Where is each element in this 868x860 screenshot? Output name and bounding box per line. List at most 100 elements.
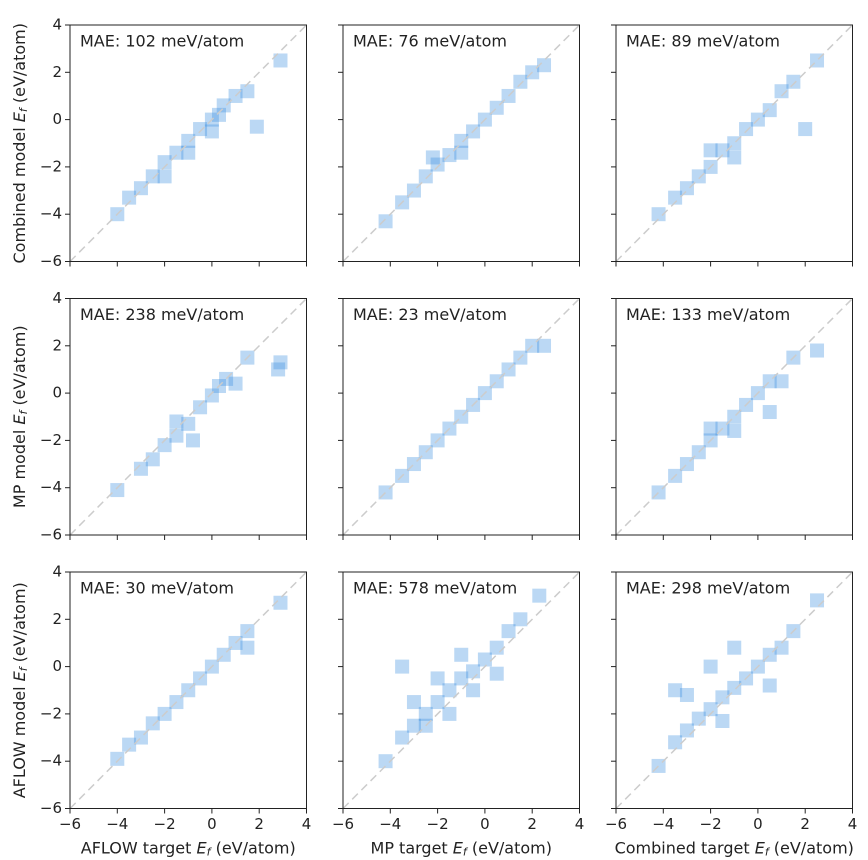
hist-cell (739, 122, 754, 137)
hist-cell (273, 595, 288, 610)
hist-cell (715, 690, 730, 705)
hist-cell (271, 362, 286, 377)
hist-cell (204, 388, 219, 403)
label-text: Combined model (10, 122, 29, 263)
frame (69, 298, 307, 536)
axis-label: MP model Ef (eV/atom) (10, 325, 31, 508)
hist-cell (395, 659, 410, 674)
hist-cell (216, 98, 231, 113)
x-tick-label: −4 (379, 815, 401, 833)
x-tick-label: −6 (605, 815, 627, 833)
axis-label: AFLOW target Ef (eV/atom) (81, 838, 296, 859)
hist-cell (273, 355, 288, 370)
hist-cell (145, 716, 160, 731)
label-symbol: E (10, 670, 29, 681)
hist-cell (430, 695, 445, 710)
annotation: MAE: 298 meV/atom (626, 579, 790, 598)
label-text: Combined target (615, 838, 755, 857)
hist-cell (249, 119, 264, 134)
x-tick-label: −2 (154, 815, 176, 833)
hist-cell (691, 169, 706, 184)
y-tick-label: 0 (52, 110, 62, 128)
hist-cell (668, 735, 683, 750)
hist-cell (454, 647, 469, 662)
reference-line (343, 572, 580, 809)
x-tick-label: −6 (332, 815, 354, 833)
hist-cell (228, 376, 243, 391)
label-subscript: f (463, 846, 469, 859)
label-subscript: f (207, 846, 213, 859)
hist-cell (211, 107, 226, 122)
annotation: MAE: 76 meV/atom (353, 32, 507, 51)
hist-cell (679, 687, 694, 702)
frame (69, 571, 307, 809)
label-unit: (eV/atom) (10, 325, 29, 410)
y-tick-label: 4 (52, 563, 62, 581)
hist-cell (703, 143, 718, 158)
hist-cell (240, 640, 255, 655)
x-tick-label: 0 (207, 815, 217, 833)
frame (69, 24, 307, 262)
x-tick-label: 2 (800, 815, 810, 833)
hist-cell (418, 169, 433, 184)
hist-cell (145, 452, 160, 467)
label-symbol: E (10, 414, 29, 425)
hist-cell (181, 145, 196, 160)
hist-cell (425, 150, 440, 165)
hist-cell (169, 414, 184, 429)
x-tick-label: −4 (106, 815, 128, 833)
hist-cell (193, 400, 208, 415)
hist-cell (145, 169, 160, 184)
x-tick-label: 0 (753, 815, 763, 833)
frame (342, 298, 580, 536)
hist-cell (378, 754, 393, 769)
label-unit: (eV/atom) (10, 582, 29, 667)
hist-cell (110, 751, 125, 766)
label-unit: (eV/atom) (10, 23, 29, 108)
hist-cell (489, 640, 504, 655)
hist-cell (395, 730, 410, 745)
x-tick-label: 2 (527, 815, 537, 833)
hist-cell (466, 683, 481, 698)
label-symbol: E (453, 838, 464, 857)
hist-cell (774, 84, 789, 99)
hist-cell (418, 706, 433, 721)
hist-cell (774, 640, 789, 655)
hist-cell (537, 58, 552, 73)
plot-area (343, 25, 580, 262)
hist-cell (442, 683, 457, 698)
frame (615, 571, 853, 809)
label-subscript: f (17, 665, 30, 671)
hist-cell (204, 124, 219, 139)
reference-line (616, 572, 853, 809)
label-text: MP model (10, 425, 29, 508)
annotation: MAE: 30 meV/atom (80, 579, 234, 598)
hist-cell (679, 181, 694, 196)
plot-area (70, 298, 307, 535)
reference-line (616, 25, 853, 262)
frame (342, 571, 580, 809)
hist-cell (774, 374, 789, 389)
hist-cell (501, 624, 516, 639)
annotation: MAE: 578 meV/atom (353, 579, 517, 598)
hist-cell (727, 150, 742, 165)
y-tick-label: 0 (52, 657, 62, 675)
y-tick-label: 4 (52, 289, 62, 307)
hist-cell (668, 190, 683, 205)
y-tick-label: −2 (40, 431, 62, 449)
x-tick-label: 2 (254, 815, 264, 833)
reference-line (70, 298, 307, 535)
hist-cell (727, 423, 742, 438)
plot-area (343, 572, 580, 809)
hist-cell (727, 640, 742, 655)
hist-cell (157, 155, 172, 170)
y-tick-label: −4 (40, 752, 62, 770)
label-symbol: E (197, 838, 208, 857)
hist-cell (798, 122, 813, 137)
plot-area (616, 572, 853, 809)
hist-cell (406, 718, 421, 733)
hist-cell (430, 671, 445, 686)
hist-cell (762, 405, 777, 420)
hist-cell (715, 713, 730, 728)
